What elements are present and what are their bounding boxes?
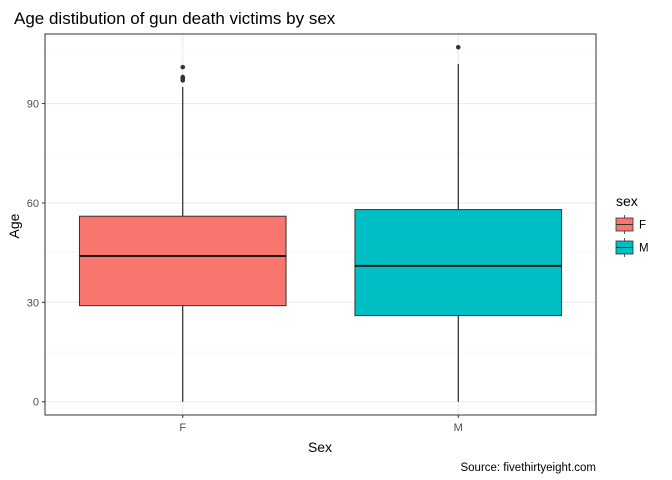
panel-border (44, 33, 597, 416)
box-M (354, 209, 563, 317)
outlier-point-F (180, 64, 186, 70)
legend: sex FM (615, 193, 649, 257)
chart-title: Age distibution of gun death victims by … (14, 9, 336, 28)
source-caption: Source: fivethirtyeight.com (460, 462, 596, 474)
x-tick-label: M (454, 422, 463, 434)
y-axis-title: Age (6, 213, 22, 238)
plot-area: 0 30 60 90 F M (27, 33, 597, 434)
y-tick-label: 30 (27, 297, 39, 309)
x-tick-label: F (179, 422, 186, 434)
x-axis-title: Sex (308, 439, 332, 455)
y-tick-label: 90 (27, 99, 39, 111)
y-tick-label: 0 (33, 397, 39, 409)
outlier-point-F (180, 74, 186, 80)
legend-label-F: F (639, 220, 646, 232)
legend-label-M: M (639, 243, 649, 255)
outlier-point-M (455, 44, 461, 50)
y-tick-label: 60 (27, 198, 39, 210)
legend-title: sex (616, 193, 638, 209)
box-F (78, 215, 287, 307)
